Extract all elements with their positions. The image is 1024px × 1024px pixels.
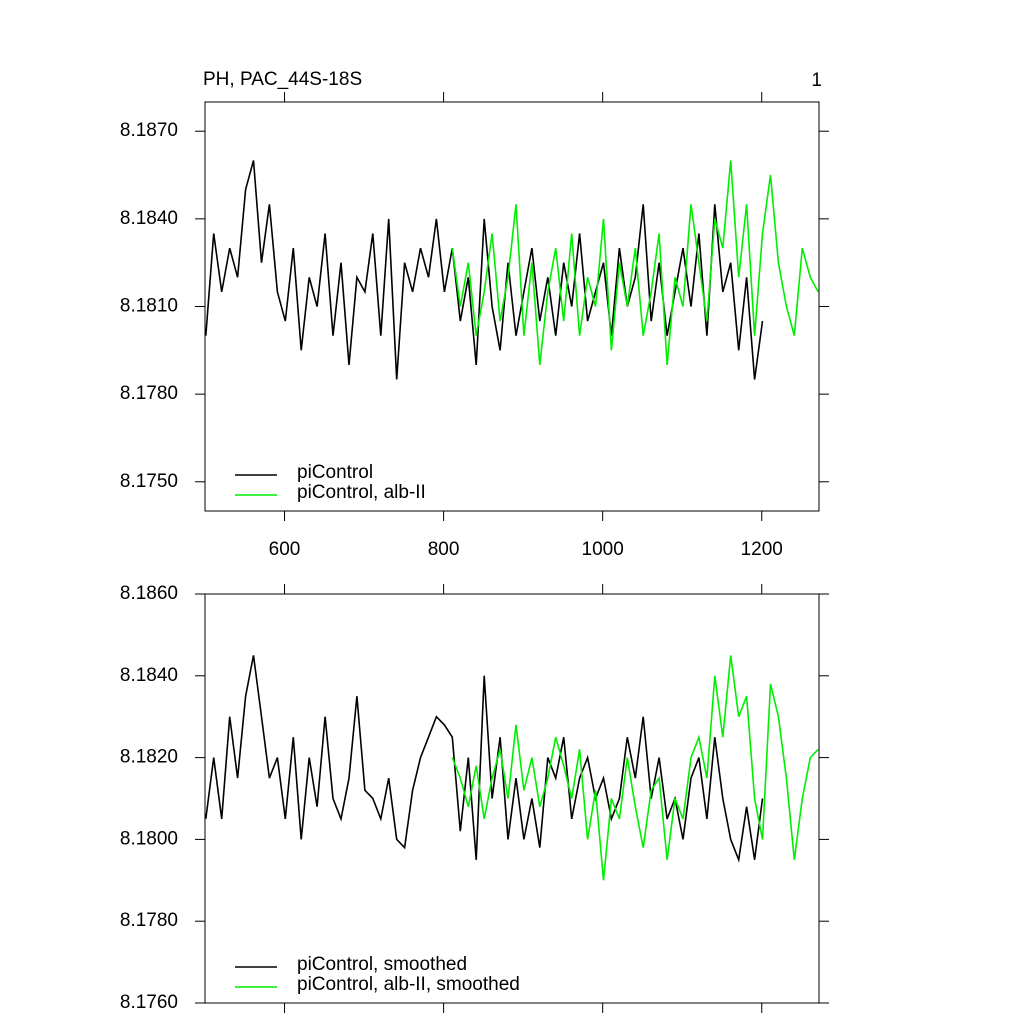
y-tick-label: 8.1810	[120, 296, 178, 317]
y-tick-label: 8.1840	[120, 665, 178, 686]
y-tick-label: 8.1870	[120, 120, 178, 141]
corner-label: 1	[811, 70, 822, 91]
legend-label: piControl, alb-II	[297, 482, 426, 503]
y-tick-label: 8.1760	[120, 992, 178, 1013]
y-tick-label: 8.1780	[120, 910, 178, 931]
data-line	[451, 160, 819, 365]
y-tick-label: 8.1840	[120, 208, 178, 229]
x-tick-label: 600	[269, 539, 301, 560]
legend-label: piControl, alb-II, smoothed	[297, 974, 520, 995]
data-line	[205, 160, 764, 380]
y-tick-label: 8.1860	[120, 583, 178, 604]
x-tick-label: 1200	[741, 539, 783, 560]
legend-label: piControl, smoothed	[297, 954, 467, 975]
chart-title: PH, PAC_44S-18S	[203, 69, 362, 90]
x-tick-label: 800	[428, 539, 460, 560]
y-tick-label: 8.1820	[120, 747, 178, 768]
y-tick-label: 8.1800	[120, 828, 178, 849]
data-line	[451, 655, 819, 881]
y-tick-label: 8.1750	[120, 471, 178, 492]
y-tick-label: 8.1780	[120, 383, 178, 404]
legend-label: piControl	[297, 462, 373, 483]
plot-frame	[204, 593, 820, 1004]
x-tick-label: 1000	[582, 539, 624, 560]
data-line	[205, 655, 764, 863]
